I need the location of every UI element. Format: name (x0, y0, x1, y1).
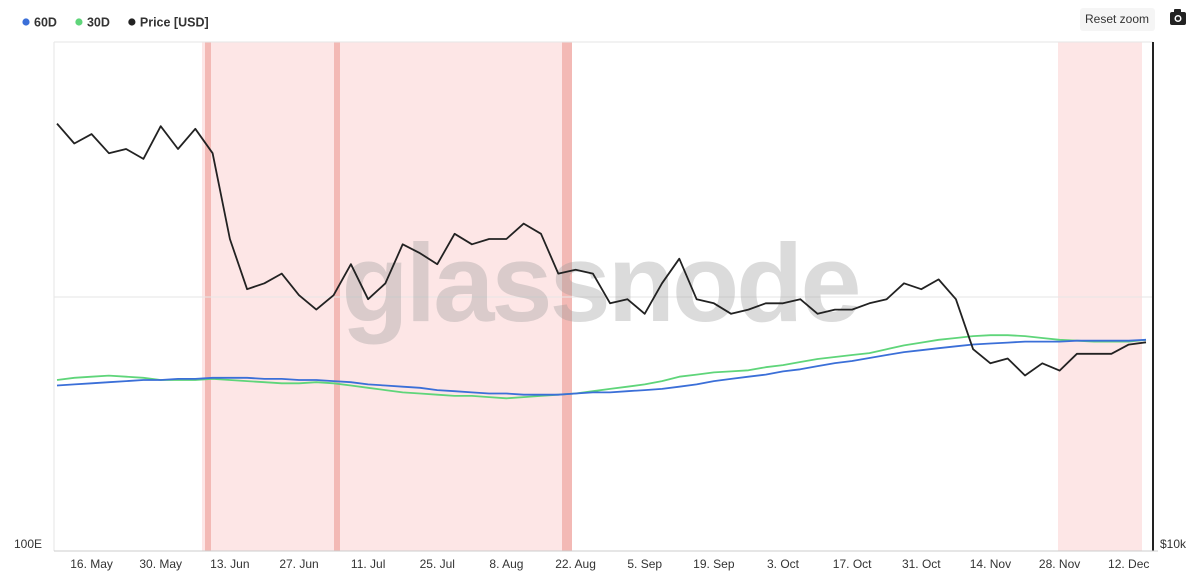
x-tick-label: 13. Jun (210, 557, 249, 571)
x-tick-label: 12. Dec (1108, 557, 1149, 571)
x-tick-label: 25. Jul (420, 557, 455, 571)
x-tick-label: 11. Jul (351, 557, 385, 571)
x-tick-label: 27. Jun (279, 557, 318, 571)
x-tick-label: 31. Oct (902, 557, 941, 571)
legend-label: 30D (87, 15, 110, 29)
legend-label: Price [USD] (140, 15, 209, 29)
series-line (56, 334, 1147, 400)
x-tick-label: 14. Nov (970, 557, 1011, 571)
x-tick-label: 3. Oct (767, 557, 800, 571)
legend-marker (128, 18, 136, 26)
watermark: glassnode (341, 222, 858, 345)
x-tick-label: 30. May (139, 557, 182, 571)
x-tick-label: 17. Oct (833, 557, 872, 571)
x-tick-label: 5. Sep (627, 557, 662, 571)
reset-zoom-label[interactable]: Reset zoom (1085, 12, 1149, 26)
x-tick-label: 22. Aug (555, 557, 596, 571)
reset-zoom-button[interactable] (1080, 8, 1155, 31)
camera-icon[interactable] (1170, 9, 1186, 25)
y2-tick-label: $10k (1160, 537, 1187, 551)
x-tick-label: 28. Nov (1039, 557, 1080, 571)
y-tick-label: 100E (14, 537, 42, 551)
series-line (56, 123, 1147, 377)
series-line (56, 338, 1147, 396)
legend-label: 60D (34, 15, 57, 29)
x-tick-label: 16. May (70, 557, 113, 571)
x-tick-label: 8. Aug (489, 557, 523, 571)
legend-marker (22, 18, 30, 26)
legend-marker (75, 18, 83, 26)
x-tick-label: 19. Sep (693, 557, 735, 571)
